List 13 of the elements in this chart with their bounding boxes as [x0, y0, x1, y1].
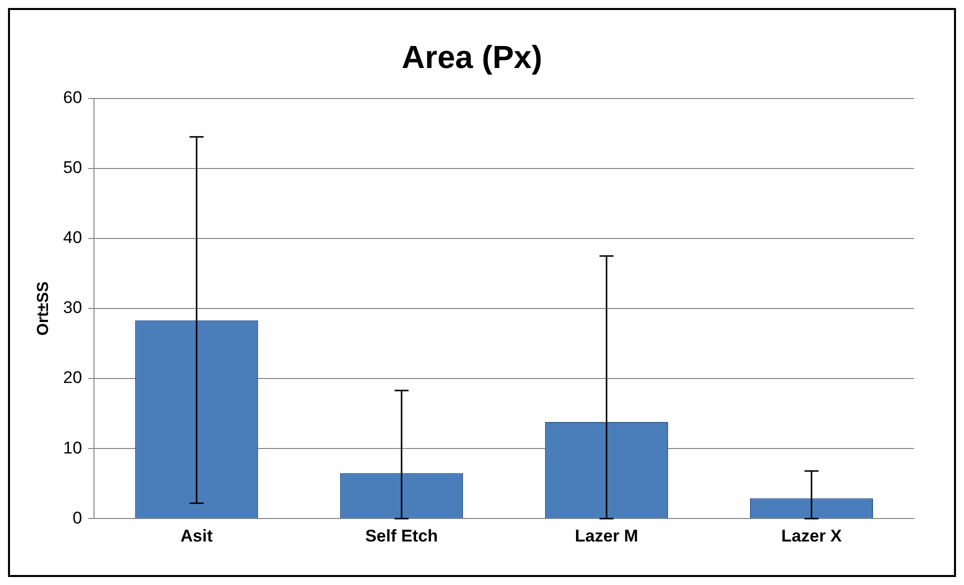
- x-tick-label: Asit: [180, 526, 213, 546]
- x-tick-label: Lazer X: [781, 526, 842, 546]
- y-tick-label: 60: [63, 88, 82, 108]
- y-tick-label: 0: [72, 508, 82, 528]
- y-tick-label: 40: [63, 228, 82, 248]
- y-tick-label: 30: [63, 298, 82, 318]
- x-tick-label: Self Etch: [365, 526, 438, 546]
- y-tick-label: 20: [63, 368, 82, 388]
- chart-title: Area (Px): [402, 39, 542, 76]
- y-tick-label: 50: [63, 158, 82, 178]
- x-tick-label: Lazer M: [574, 526, 638, 546]
- y-axis-title: Ort±SS: [35, 281, 52, 336]
- y-tick-label: 10: [63, 438, 82, 458]
